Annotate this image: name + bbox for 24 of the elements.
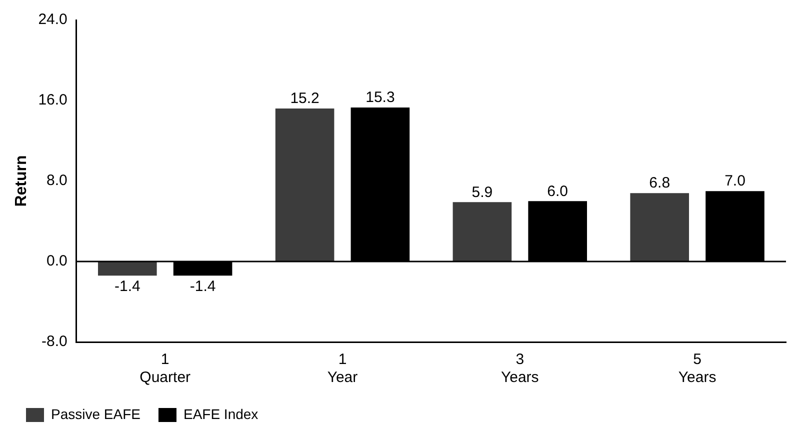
y-tick-label: -8.0 [42, 333, 68, 350]
x-tick-label: 1 Year [327, 351, 358, 386]
data-label: 6.0 [547, 182, 568, 200]
x-tick-label: 1 Quarter [140, 351, 191, 386]
bar [630, 193, 690, 262]
y-tick-label: 16.0 [38, 92, 68, 109]
y-tick-label: 0.0 [46, 252, 68, 270]
legend-label: EAFE Index [183, 406, 258, 422]
y-tick-label: 8.0 [46, 172, 68, 190]
bar [98, 262, 157, 276]
data-label: -1.4 [114, 278, 140, 296]
x-tick-label: 3 Years [500, 351, 539, 386]
legend-label: Passive EAFE [51, 406, 140, 422]
data-label: 7.0 [724, 172, 746, 190]
y-tick-label: 24.0 [38, 11, 68, 28]
data-label: 15.2 [290, 90, 320, 108]
data-label: 15.3 [366, 89, 395, 106]
data-label: 5.9 [472, 184, 493, 201]
data-label: -1.4 [190, 278, 216, 296]
data-label: 6.8 [649, 174, 670, 192]
bar [275, 108, 334, 262]
bar [452, 202, 512, 262]
x-tick-label: 5 Years [678, 351, 716, 386]
y-axis-title: Return [13, 155, 30, 207]
